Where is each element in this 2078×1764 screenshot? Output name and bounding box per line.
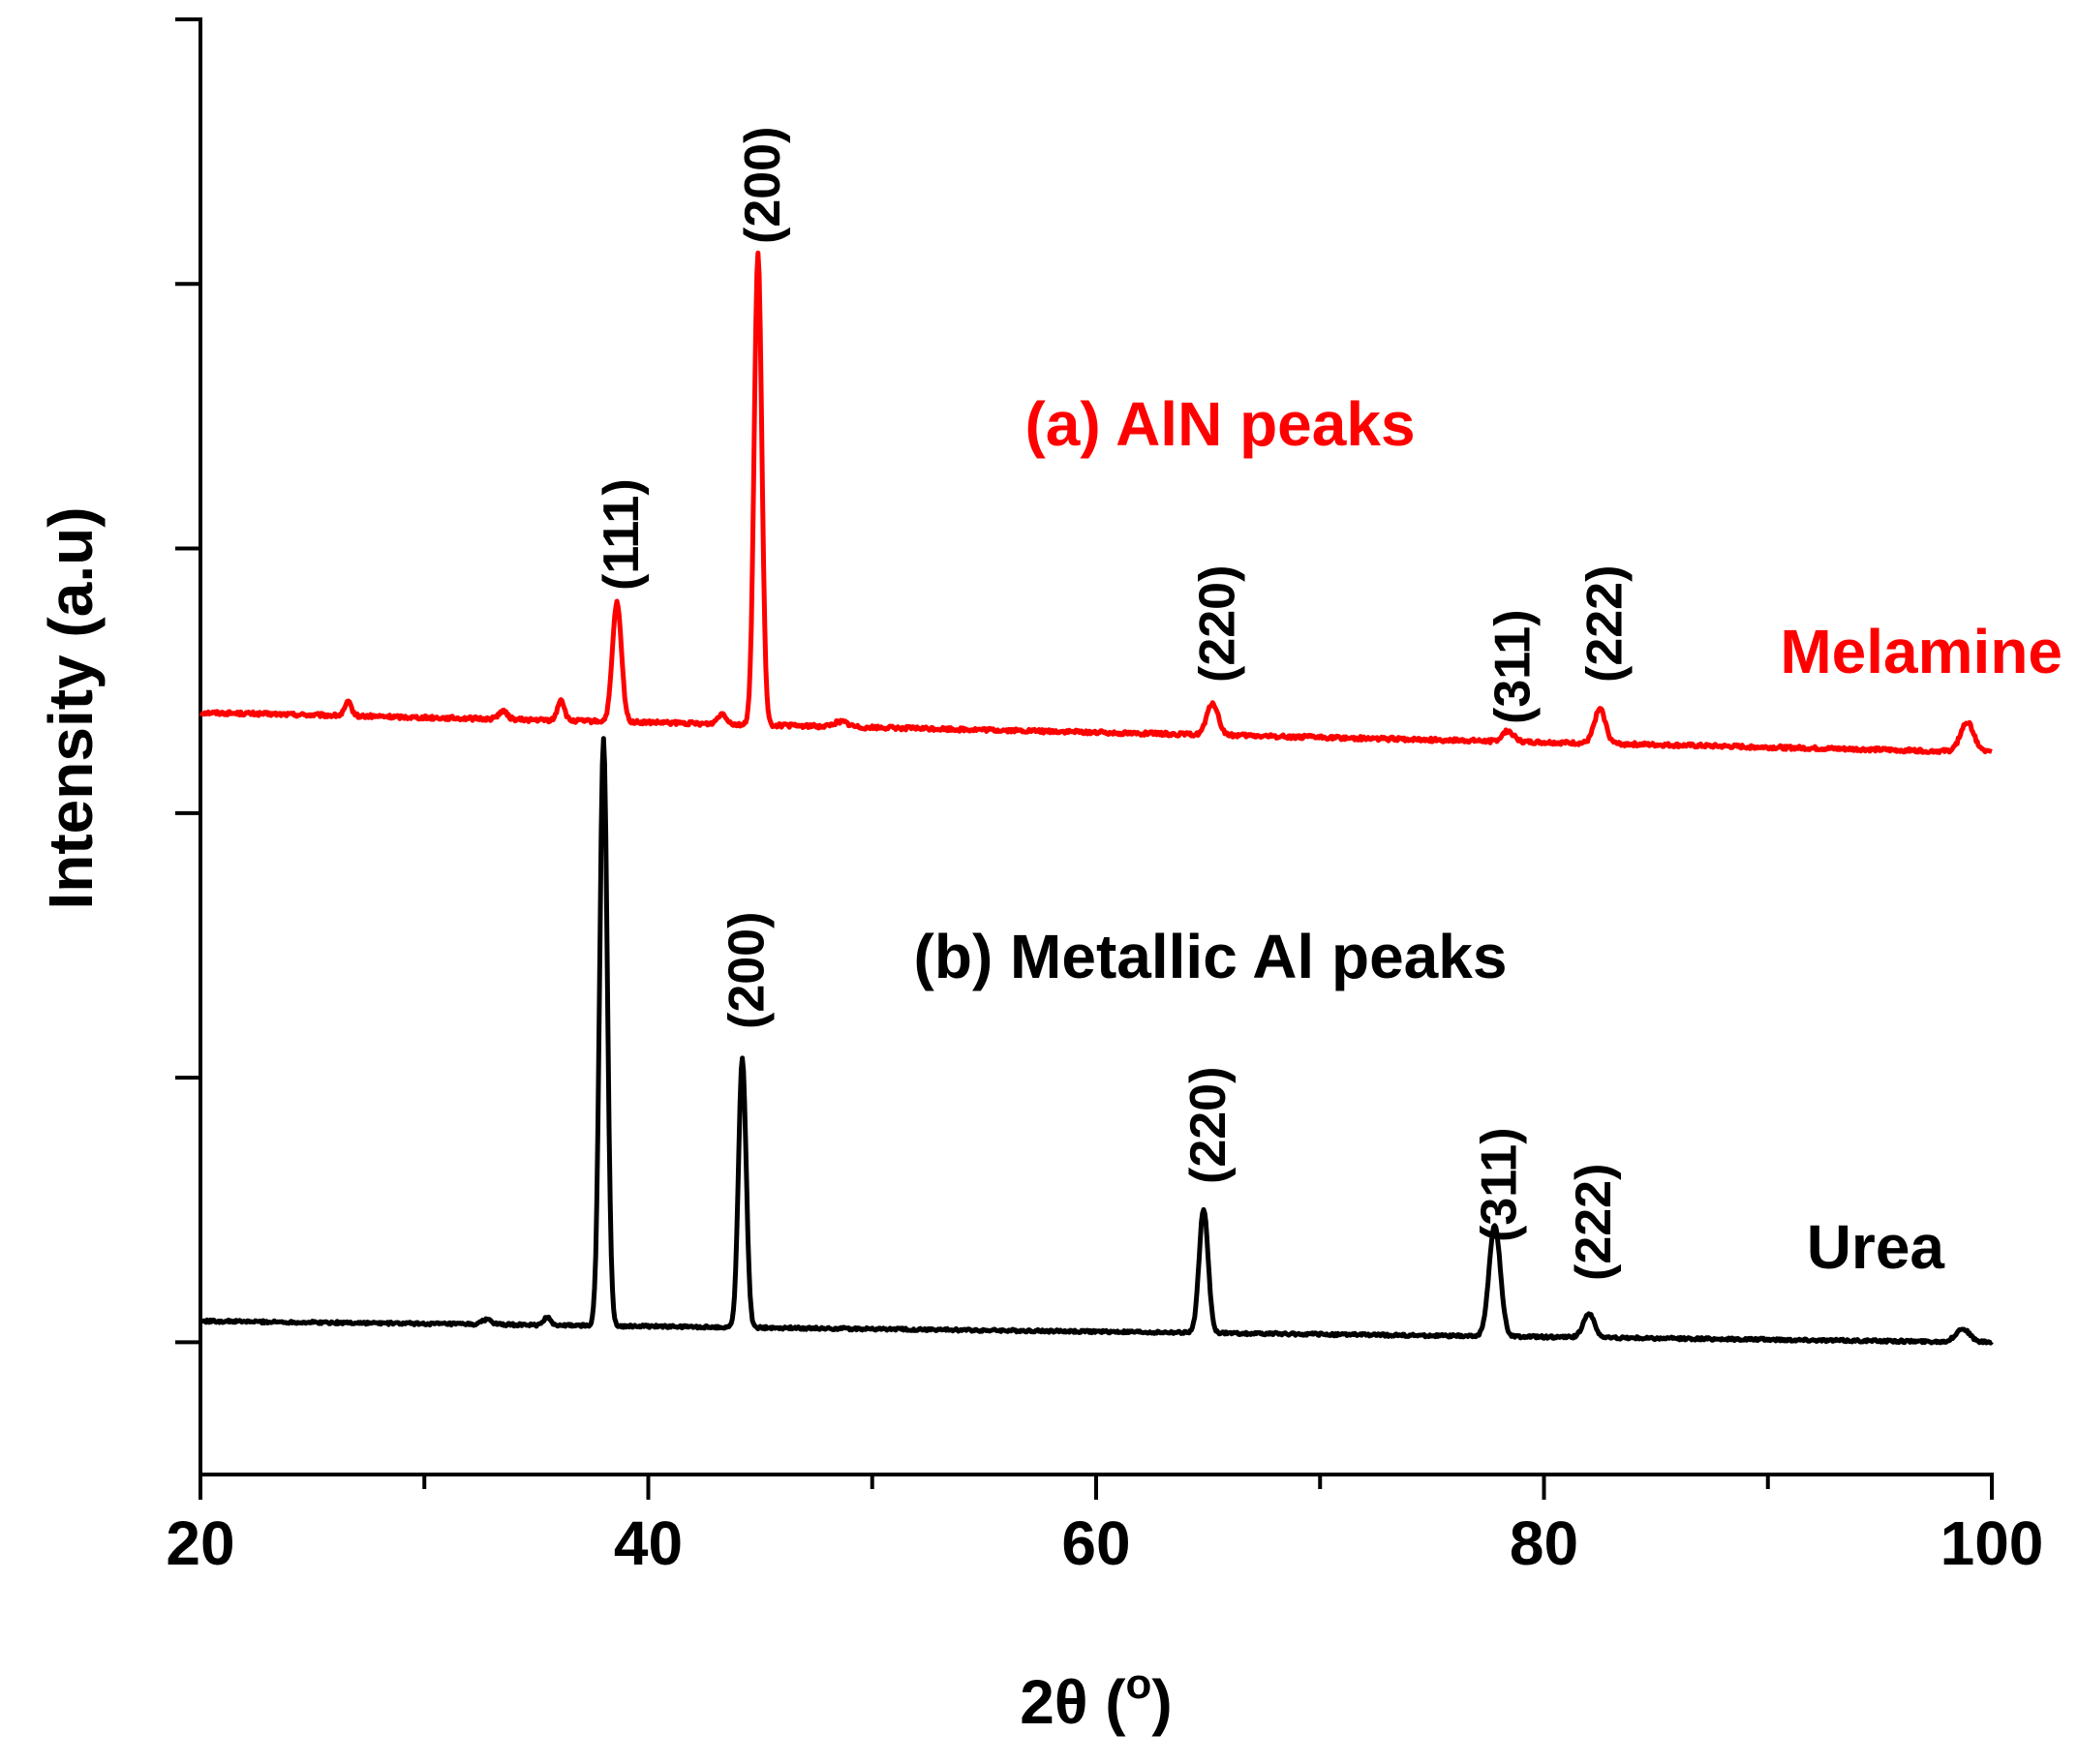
- series-line-urea: [199, 736, 1994, 1346]
- peak-label: (222): [1566, 1164, 1622, 1281]
- peak-label: (200): [719, 912, 776, 1029]
- x-tick-label: 80: [1510, 1508, 1578, 1578]
- peak-label: (111): [594, 478, 650, 591]
- series-label-urea: Urea: [1807, 1212, 1945, 1282]
- axes: 20 40 60 80 100 2θ (o) Intensity (a.u): [36, 17, 2044, 1737]
- peak-label: (311): [1485, 609, 1542, 724]
- annotation-metallic-al-peaks: (b) Metallic Al peaks: [914, 922, 1508, 991]
- x-tick-label: 60: [1061, 1508, 1130, 1578]
- peak-label: (220): [1189, 565, 1245, 683]
- labels-group: Melamine Urea (a) AlN peaks (b) Metallic Al…: [594, 127, 2063, 1282]
- x-tick-label: 100: [1940, 1508, 2044, 1578]
- series-label-melamine: Melamine: [1780, 617, 2063, 686]
- x-tick-label: 40: [614, 1508, 683, 1578]
- peak-label: (220): [1180, 1067, 1237, 1184]
- series-group: [199, 250, 1994, 1346]
- peak-label: (200): [735, 127, 791, 244]
- annotation-aln-peaks: (a) AlN peaks: [1024, 389, 1415, 459]
- y-axis-title: Intensity (a.u): [36, 506, 106, 909]
- x-tick-label: 20: [166, 1508, 234, 1578]
- x-axis-title: 2θ (o): [1020, 1660, 1172, 1737]
- peak-label: (311): [1472, 1127, 1528, 1242]
- series-line-melamine: [199, 250, 1994, 755]
- peak-label: (222): [1576, 565, 1633, 683]
